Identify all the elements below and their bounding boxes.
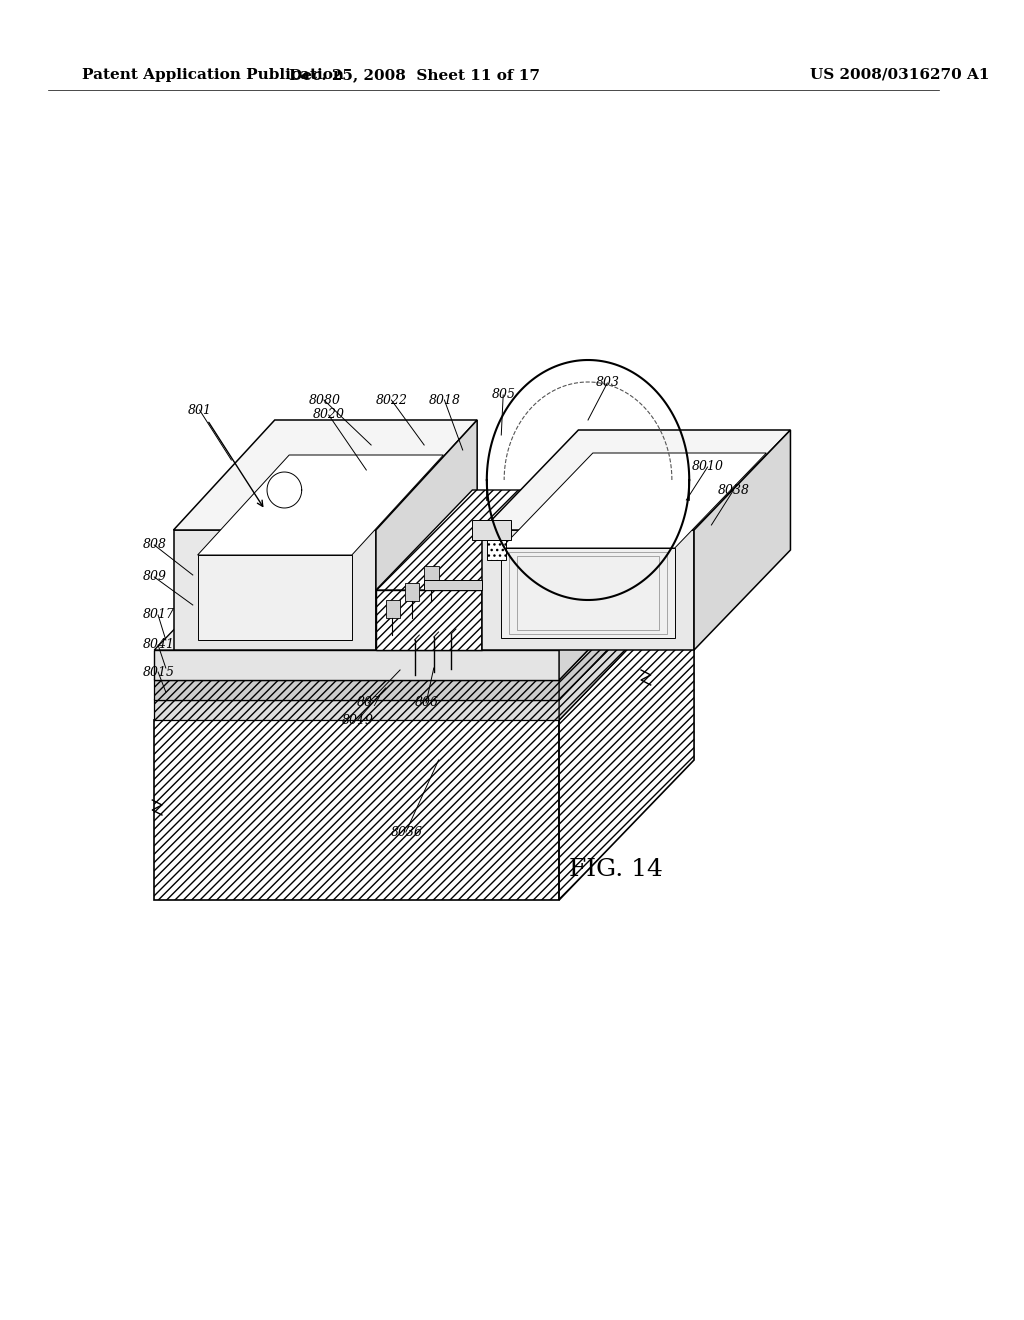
Polygon shape bbox=[559, 540, 694, 700]
Polygon shape bbox=[155, 719, 559, 900]
Polygon shape bbox=[376, 420, 477, 649]
Polygon shape bbox=[482, 490, 579, 649]
Polygon shape bbox=[400, 643, 418, 649]
Polygon shape bbox=[424, 566, 438, 583]
Polygon shape bbox=[424, 579, 482, 590]
Polygon shape bbox=[429, 643, 446, 649]
Polygon shape bbox=[482, 430, 791, 531]
Polygon shape bbox=[502, 453, 766, 548]
Polygon shape bbox=[198, 455, 443, 554]
Polygon shape bbox=[155, 649, 559, 680]
Polygon shape bbox=[472, 520, 511, 540]
Text: Dec. 25, 2008  Sheet 11 of 17: Dec. 25, 2008 Sheet 11 of 17 bbox=[289, 69, 540, 82]
Polygon shape bbox=[694, 430, 791, 649]
Polygon shape bbox=[559, 579, 694, 900]
Text: 805: 805 bbox=[492, 388, 516, 401]
Polygon shape bbox=[482, 531, 694, 649]
Text: 807: 807 bbox=[356, 697, 381, 710]
Text: 8020: 8020 bbox=[313, 408, 345, 421]
Text: 8041: 8041 bbox=[142, 639, 175, 652]
Text: US 2008/0316270 A1: US 2008/0316270 A1 bbox=[810, 69, 989, 82]
Text: 8080: 8080 bbox=[308, 393, 340, 407]
Text: 8017: 8017 bbox=[142, 609, 175, 622]
Text: 803: 803 bbox=[596, 376, 620, 389]
Polygon shape bbox=[486, 540, 506, 560]
Polygon shape bbox=[155, 680, 559, 700]
Text: 8010: 8010 bbox=[692, 461, 724, 474]
Polygon shape bbox=[376, 490, 579, 590]
Text: 8019: 8019 bbox=[342, 714, 374, 726]
Text: 801: 801 bbox=[188, 404, 212, 417]
Polygon shape bbox=[404, 583, 419, 601]
Polygon shape bbox=[502, 548, 675, 638]
Polygon shape bbox=[173, 420, 477, 531]
Polygon shape bbox=[155, 540, 694, 680]
Text: 8015: 8015 bbox=[142, 665, 175, 678]
Polygon shape bbox=[376, 590, 482, 649]
Polygon shape bbox=[173, 531, 376, 649]
Polygon shape bbox=[155, 510, 694, 649]
Text: 8036: 8036 bbox=[390, 825, 423, 838]
Text: 8018: 8018 bbox=[429, 393, 461, 407]
Text: 8038: 8038 bbox=[718, 483, 751, 496]
Polygon shape bbox=[198, 554, 352, 640]
Polygon shape bbox=[155, 579, 694, 719]
Text: 806: 806 bbox=[415, 697, 438, 710]
Polygon shape bbox=[386, 601, 400, 618]
Polygon shape bbox=[559, 560, 694, 719]
Polygon shape bbox=[155, 560, 694, 700]
Text: Patent Application Publication: Patent Application Publication bbox=[82, 69, 344, 82]
Text: 8022: 8022 bbox=[376, 393, 408, 407]
Text: FIG. 14: FIG. 14 bbox=[568, 858, 663, 882]
Text: 809: 809 bbox=[142, 570, 167, 583]
Polygon shape bbox=[559, 510, 694, 680]
Polygon shape bbox=[155, 700, 559, 719]
Text: 808: 808 bbox=[142, 539, 167, 552]
